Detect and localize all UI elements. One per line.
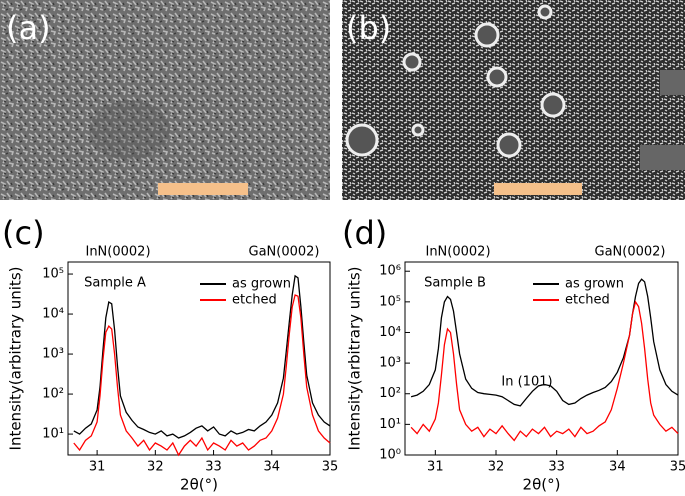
- y-tick-label: 10⁵: [379, 294, 401, 309]
- y-tick-label: 10³: [42, 347, 64, 362]
- y-tick-label: 10¹: [42, 427, 64, 442]
- y-tick-label: 10²: [42, 387, 64, 402]
- y-tick-label: 10³: [379, 356, 401, 371]
- x-tick-label: 34: [264, 460, 281, 475]
- y-axis-label: Intensity(arbitrary units): [346, 267, 364, 451]
- x-tick-label: 35: [670, 460, 685, 475]
- x-axis-label: 2θ(°): [180, 476, 218, 494]
- x-tick-label: 31: [89, 460, 106, 475]
- plot-frame: [67, 261, 331, 456]
- image-label: (a): [6, 9, 51, 47]
- series-line: [73, 294, 331, 457]
- series-line: [73, 274, 331, 439]
- annotation: InN(0002): [85, 245, 150, 260]
- annotation: InN(0002): [425, 245, 490, 260]
- y-tick-label: 10⁰: [379, 448, 401, 463]
- legend-label: as grown: [232, 277, 291, 292]
- sem-image-b: (b): [342, 0, 685, 200]
- y-tick-label: 10⁴: [379, 325, 401, 340]
- annotation: GaN(0002): [249, 245, 320, 260]
- x-tick-label: 31: [427, 460, 444, 475]
- annotation: Sample B: [424, 276, 486, 291]
- plot-frame: [404, 261, 679, 456]
- x-tick-label: 32: [147, 460, 164, 475]
- y-axis-label: Intensity(arbitrary units): [7, 267, 25, 451]
- series-line: [410, 278, 679, 407]
- x-axis-label: 2θ(°): [523, 476, 561, 494]
- y-tick-label: 10⁶: [379, 264, 401, 279]
- x-tick-label: 34: [609, 460, 626, 475]
- y-tick-label: 10⁵: [42, 267, 64, 282]
- legend-label: etched: [232, 293, 277, 308]
- x-tick-label: 33: [205, 460, 222, 475]
- sem-image-a: (a): [0, 0, 330, 200]
- annotation: GaN(0002): [595, 245, 666, 260]
- x-tick-label: 33: [548, 460, 565, 475]
- panel-label: (d): [342, 214, 387, 252]
- panel-label: (c): [2, 214, 45, 252]
- annotation: In (101): [501, 375, 552, 390]
- y-tick-label: 10⁴: [42, 307, 64, 322]
- x-tick-label: 35: [322, 460, 339, 475]
- image-label: (b): [346, 9, 391, 47]
- annotation: Sample A: [84, 276, 146, 291]
- y-tick-label: 10¹: [379, 417, 401, 432]
- x-tick-label: 32: [488, 460, 505, 475]
- y-tick-label: 10²: [379, 386, 401, 401]
- series-line: [410, 300, 679, 442]
- legend-label: etched: [565, 293, 610, 308]
- legend-label: as grown: [565, 277, 624, 292]
